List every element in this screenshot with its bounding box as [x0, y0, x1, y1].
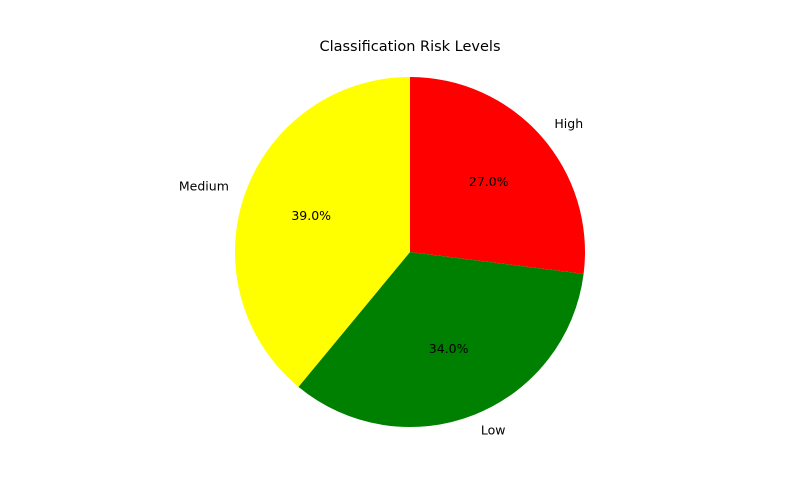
pie-slice-high — [410, 77, 585, 274]
pie-slice-low — [298, 252, 584, 427]
percent-label-low: 34.0% — [429, 341, 469, 356]
slice-label-medium: Medium — [179, 178, 229, 193]
pie-slice-medium — [235, 77, 410, 387]
percent-label-medium: 39.0% — [291, 208, 331, 223]
slice-label-low: Low — [481, 422, 506, 437]
pie-slices — [235, 77, 585, 427]
pie-labels: High 27.0% Low 34.0% Medium 39.0% — [179, 116, 583, 437]
chart-title: Classification Risk Levels — [319, 39, 500, 55]
slice-label-high: High — [554, 116, 583, 131]
percent-label-high: 27.0% — [469, 174, 509, 189]
